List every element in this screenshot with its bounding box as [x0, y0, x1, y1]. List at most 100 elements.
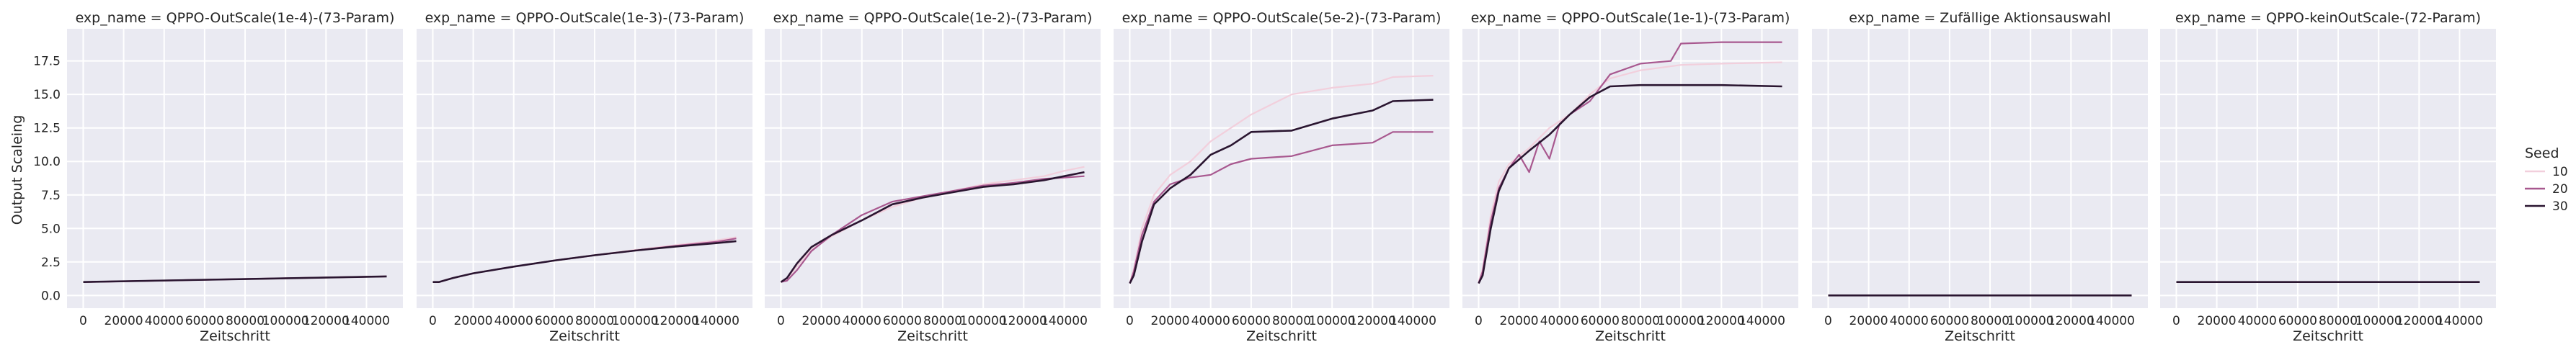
plot-area: [1114, 29, 1449, 308]
x-tick-label: 140000: [343, 314, 390, 328]
legend-title: Seed: [2525, 145, 2559, 161]
x-tick-label: 40000: [1890, 314, 1929, 328]
plot-area: [1462, 29, 1798, 308]
x-tick-label: 140000: [1390, 314, 1436, 328]
x-tick-label: 80000: [923, 314, 962, 328]
plot-area: [417, 29, 752, 308]
x-tick-label: 80000: [226, 314, 265, 328]
plot-area: [2160, 29, 2496, 308]
x-tick-label: 20000: [1151, 314, 1190, 328]
x-tick-label: 40000: [843, 314, 881, 328]
x-tick-label: 40000: [2238, 314, 2277, 328]
plot-area: [1812, 29, 2148, 308]
series-line-seed-30: [432, 240, 737, 284]
x-tick-label: 60000: [185, 314, 224, 328]
panel-1: 0.0 2.5 5.0 7.5 10.0 12.5 15.0 17.5 0 20000 40000 6…: [33, 10, 403, 344]
x-tick-label: 140000: [1738, 314, 1785, 328]
x-tick-label: 120000: [652, 314, 699, 328]
x-tick-label: 80000: [1971, 314, 2009, 328]
x-tick-label: 80000: [2319, 314, 2358, 328]
x-tick-label: 60000: [2278, 314, 2317, 328]
x-tick-label: 100000: [2355, 314, 2402, 328]
plot-area: [67, 29, 403, 308]
y-tick-label: 7.5: [41, 189, 61, 203]
panel-title: exp_name = QPPO-OutScale(1e-2)-(73-Param…: [773, 10, 1093, 26]
x-tick-label: 100000: [1658, 314, 1705, 328]
y-axis-label: Output Scaleing: [9, 115, 25, 225]
x-axis-label: Zeitschritt: [897, 328, 968, 344]
x-tick-label: 0: [1126, 314, 1134, 328]
x-tick-label: 120000: [1349, 314, 1396, 328]
plot-area: [765, 29, 1101, 308]
panel-title: exp_name = QPPO-keinOutScale-(72-Param): [2175, 10, 2481, 26]
x-tick-label: 100000: [960, 314, 1007, 328]
x-tick-label: 0: [1824, 314, 1832, 328]
x-tick-label: 120000: [1698, 314, 1745, 328]
x-tick-label: 140000: [2088, 314, 2135, 328]
x-tick-label: 80000: [1272, 314, 1311, 328]
x-tick-label: 40000: [1540, 314, 1579, 328]
x-tick-label: 140000: [693, 314, 740, 328]
x-tick-label: 60000: [883, 314, 922, 328]
series-line-seed-10: [781, 166, 1085, 283]
series-line-seed-20: [781, 175, 1085, 283]
x-tick-label: 20000: [105, 314, 143, 328]
x-tick-label: 0: [429, 314, 437, 328]
x-tick-label: 0: [1475, 314, 1483, 328]
x-axis-label: Zeitschritt: [1595, 328, 1666, 344]
x-tick-label: 60000: [1232, 314, 1271, 328]
series-line-seed-30: [780, 171, 1085, 283]
panel-title: exp_name = QPPO-OutScale(5e-2)-(73-Param…: [1122, 10, 1442, 26]
x-tick-label: 100000: [612, 314, 659, 328]
x-tick-label: 20000: [2198, 314, 2237, 328]
y-tick-label: 5.0: [41, 222, 61, 236]
x-tick-label: 100000: [262, 314, 309, 328]
legend: Seed 10 20 30: [2525, 145, 2568, 214]
y-tick-label: 17.5: [33, 55, 61, 69]
series-line-seed-10: [1478, 61, 1782, 283]
y-tick-label: 10.0: [33, 155, 61, 169]
x-axis-label: Zeitschritt: [1945, 328, 2015, 344]
panel-title: exp_name = QPPO-OutScale(1e-3)-(73-Param…: [425, 10, 745, 26]
x-tick-label: 40000: [145, 314, 184, 328]
x-tick-label: 120000: [2396, 314, 2443, 328]
panel-title: exp_name = Zufällige Aktionsauswahl: [1849, 10, 2110, 26]
x-tick-label: 60000: [1930, 314, 1969, 328]
panel-title: exp_name = QPPO-OutScale(1e-4)-(73-Param…: [76, 10, 395, 26]
series-line-seed-30: [83, 275, 387, 283]
y-tick-label: 15.0: [33, 88, 61, 102]
x-tick-label: 80000: [1621, 314, 1660, 328]
x-axis-label: Zeitschritt: [549, 328, 620, 344]
series-line-seed-30: [1129, 99, 1434, 284]
x-tick-label: 140000: [1041, 314, 1088, 328]
x-tick-label: 60000: [535, 314, 574, 328]
y-tick-label: 12.5: [33, 122, 61, 136]
x-tick-label: 100000: [1309, 314, 1356, 328]
x-tick-label: 120000: [2048, 314, 2095, 328]
x-tick-label: 60000: [1581, 314, 1620, 328]
x-tick-label: 40000: [494, 314, 533, 328]
x-tick-label: 20000: [1849, 314, 1888, 328]
x-tick-label: 40000: [1191, 314, 1230, 328]
x-tick-label: 20000: [1500, 314, 1539, 328]
x-tick-label: 0: [777, 314, 785, 328]
y-tick-label: 2.5: [41, 256, 61, 270]
x-tick-label: 20000: [802, 314, 841, 328]
x-tick-label: 140000: [2436, 314, 2483, 328]
x-tick-label: 80000: [575, 314, 614, 328]
x-axis-label: Zeitschritt: [2293, 328, 2363, 344]
x-tick-label: 120000: [303, 314, 350, 328]
x-tick-label: 0: [2172, 314, 2180, 328]
legend-label-seed-10: 10: [2552, 165, 2568, 179]
panels: 0.02.55.07.510.012.515.017.50 20000 40000 6…: [33, 10, 2496, 344]
series-line-seed-20: [1129, 131, 1434, 284]
x-tick-label: 120000: [1000, 314, 1047, 328]
x-axis-label: Zeitschritt: [200, 328, 270, 344]
